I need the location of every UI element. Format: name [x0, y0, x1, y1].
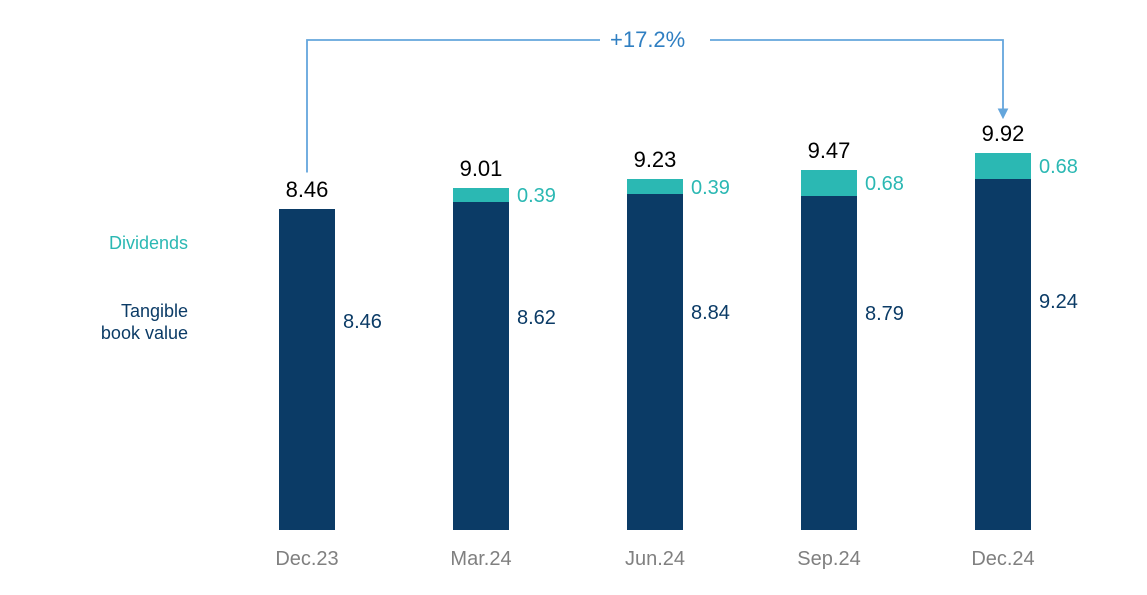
value-label-dividends: 0.68 [1039, 156, 1078, 179]
bar-column: 9.010.398.62 [394, 40, 568, 530]
x-axis-label: Dec.24 [916, 548, 1090, 571]
legend-dividends: Dividends [38, 233, 188, 255]
legend-tangible: Tangiblebook value [38, 301, 188, 344]
value-label-tangible: 8.46 [343, 311, 382, 334]
value-label-tangible: 8.62 [517, 307, 556, 330]
value-label-dividends: 0.68 [865, 173, 904, 196]
chart-stage: Dividends Tangiblebook value +17.2% Dec.… [0, 0, 1147, 595]
segment-tangible: 8.79 [801, 196, 857, 530]
bar-stack: 8.46 [279, 209, 335, 530]
value-label-dividends: 0.39 [691, 177, 730, 200]
x-axis-label: Sep.24 [742, 548, 916, 571]
bar-stack: 0.689.24 [975, 153, 1031, 530]
bar-column: 9.920.689.24 [916, 40, 1090, 530]
bar-stack: 0.688.79 [801, 170, 857, 530]
bar-stack: 0.398.62 [453, 188, 509, 530]
bar-total-label: 8.46 [220, 177, 394, 203]
bar-total-label: 9.92 [916, 121, 1090, 147]
value-label-tangible: 8.79 [865, 303, 904, 326]
bar-column: 9.230.398.84 [568, 40, 742, 530]
segment-tangible: 8.62 [453, 202, 509, 530]
value-label-dividends: 0.39 [517, 185, 556, 208]
value-label-tangible: 8.84 [691, 302, 730, 325]
bar-stack: 0.398.84 [627, 179, 683, 530]
segment-tangible: 8.84 [627, 194, 683, 530]
segment-dividends: 0.39 [627, 179, 683, 194]
bar-total-label: 9.47 [742, 138, 916, 164]
bar-column: 8.46 8.46 [220, 40, 394, 530]
value-label-tangible: 9.24 [1039, 291, 1078, 314]
x-axis-label: Dec.23 [220, 548, 394, 571]
segment-dividends: 0.68 [801, 170, 857, 196]
segment-tangible: 9.24 [975, 179, 1031, 530]
bar-total-label: 9.01 [394, 156, 568, 182]
x-axis-label: Mar.24 [394, 548, 568, 571]
segment-dividends: 0.39 [453, 188, 509, 203]
x-axis-label: Jun.24 [568, 548, 742, 571]
bar-column: 9.470.688.79 [742, 40, 916, 530]
bar-total-label: 9.23 [568, 147, 742, 173]
segment-tangible: 8.46 [279, 209, 335, 530]
chart-area: Dec.238.468.46Mar.249.010.398.62Jun.249.… [220, 40, 1090, 540]
segment-dividends: 0.68 [975, 153, 1031, 179]
